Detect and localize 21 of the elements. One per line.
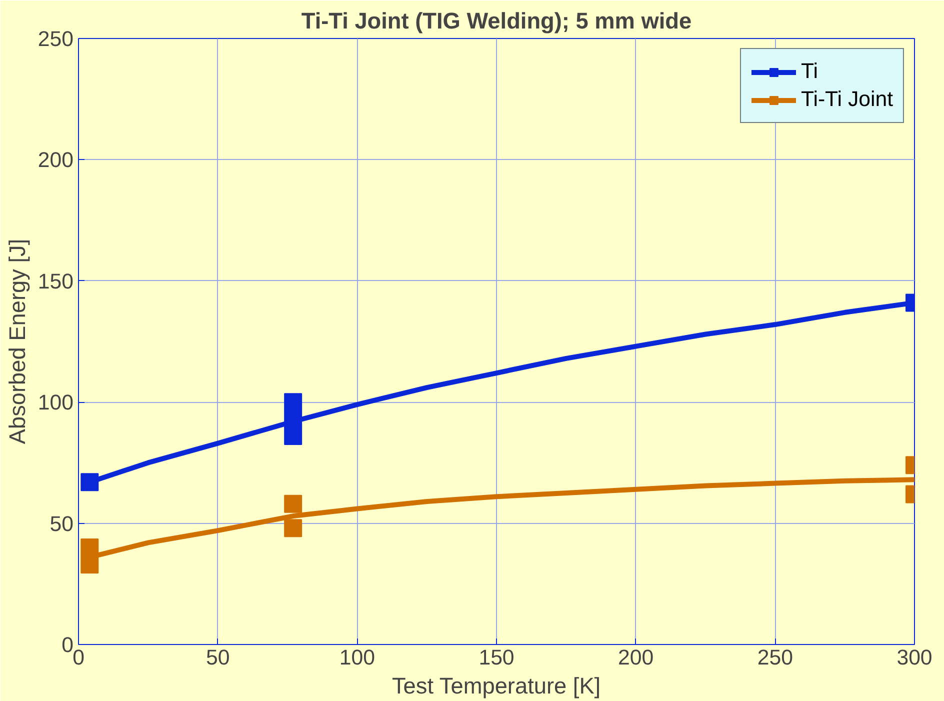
- x-tick-label: 100: [339, 646, 376, 670]
- point: [284, 393, 302, 412]
- x-tick-label: 200: [618, 646, 654, 670]
- x-tick-label: 300: [896, 646, 932, 670]
- x-tick-label: 150: [478, 646, 514, 670]
- y-tick-label: 100: [38, 390, 74, 415]
- point: [284, 427, 302, 446]
- legend-label: Ti-Ti Joint: [800, 87, 893, 112]
- y-axis-title: Absorbed Energy [J]: [4, 238, 30, 444]
- y-tick-label: 250: [38, 27, 74, 51]
- chart-title: Ti-Ti Joint (TIG Welding); 5 mm wide: [301, 8, 692, 34]
- x-tick-label: 250: [757, 646, 794, 670]
- point: [284, 494, 302, 513]
- y-tick-label: 150: [38, 269, 74, 294]
- x-axis-title: Test Temperature [K]: [392, 672, 601, 698]
- x-tick-label: 50: [206, 646, 230, 670]
- point: [284, 519, 302, 538]
- point: [80, 538, 99, 557]
- legend-label: Ti: [800, 59, 819, 84]
- y-tick-label: 50: [50, 512, 74, 536]
- y-tick-label: 200: [38, 148, 74, 172]
